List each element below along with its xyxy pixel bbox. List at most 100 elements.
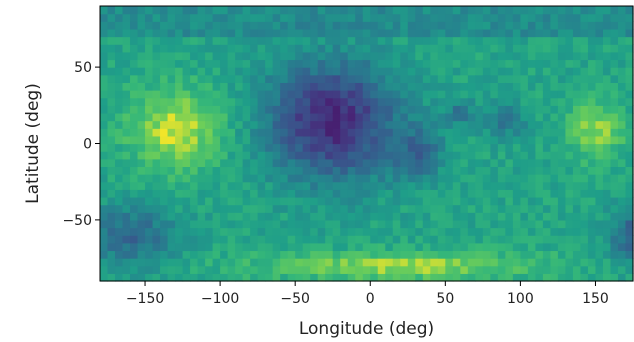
heatmap-cell bbox=[175, 135, 184, 145]
heatmap-cell bbox=[595, 196, 604, 206]
heatmap-cell bbox=[385, 105, 394, 114]
heatmap-cell bbox=[160, 158, 169, 168]
heatmap-cell bbox=[145, 82, 154, 91]
heatmap-cell bbox=[610, 90, 619, 99]
heatmap-cell bbox=[610, 166, 619, 175]
heatmap-cell bbox=[557, 28, 567, 38]
heatmap-cell bbox=[407, 97, 416, 106]
heatmap-cell bbox=[355, 82, 364, 91]
heatmap-cell bbox=[250, 204, 259, 213]
heatmap-cell bbox=[250, 51, 259, 61]
heatmap-cell bbox=[242, 235, 251, 244]
heatmap-cell bbox=[317, 151, 326, 160]
heatmap-cell bbox=[490, 235, 499, 244]
heatmap-cell bbox=[482, 227, 491, 236]
heatmap-cell bbox=[602, 82, 612, 91]
heatmap-cell bbox=[317, 219, 326, 229]
heatmap-cell bbox=[287, 21, 296, 30]
heatmap-cell bbox=[520, 258, 529, 267]
heatmap-cell bbox=[482, 189, 491, 198]
heatmap-cell bbox=[415, 36, 424, 45]
heatmap-cell bbox=[587, 135, 597, 145]
heatmap-cell bbox=[250, 151, 259, 160]
heatmap-cell bbox=[610, 28, 619, 38]
heatmap-cell bbox=[115, 112, 124, 122]
heatmap-cell bbox=[497, 82, 506, 91]
heatmap-cell bbox=[257, 250, 266, 259]
heatmap-cell bbox=[197, 6, 206, 15]
heatmap-cell bbox=[242, 227, 251, 236]
heatmap-cell bbox=[535, 212, 544, 221]
heatmap-cell bbox=[167, 51, 176, 61]
heatmap-cell bbox=[377, 36, 386, 45]
heatmap-cell bbox=[572, 67, 582, 76]
heatmap-cell bbox=[220, 181, 229, 190]
heatmap-cell bbox=[580, 112, 589, 122]
heatmap-cell bbox=[272, 36, 281, 45]
heatmap-cell bbox=[422, 258, 431, 267]
heatmap-cell bbox=[100, 59, 109, 68]
heatmap-cell bbox=[400, 67, 409, 76]
heatmap-cell bbox=[385, 90, 394, 99]
heatmap-cell bbox=[107, 181, 116, 190]
heatmap-cell bbox=[377, 227, 386, 236]
heatmap-cell bbox=[182, 250, 191, 259]
heatmap-cell bbox=[265, 250, 274, 259]
heatmap-cell bbox=[182, 59, 191, 68]
heatmap-cell bbox=[550, 112, 559, 122]
heatmap-cell bbox=[505, 105, 514, 114]
heatmap-cell bbox=[235, 13, 244, 22]
heatmap-cell bbox=[272, 258, 281, 267]
heatmap-cell bbox=[190, 189, 199, 198]
heatmap-cell bbox=[595, 128, 604, 137]
heatmap-cell bbox=[220, 235, 229, 244]
heatmap-cell bbox=[550, 135, 559, 145]
heatmap-cell bbox=[100, 196, 109, 206]
heatmap-cell bbox=[535, 112, 544, 122]
heatmap-cell bbox=[407, 189, 416, 198]
heatmap-cell bbox=[220, 28, 229, 38]
heatmap-cell bbox=[512, 44, 521, 53]
heatmap-cell bbox=[580, 158, 589, 168]
heatmap-cell bbox=[242, 90, 251, 99]
heatmap-cell bbox=[482, 59, 491, 68]
heatmap-cell bbox=[347, 166, 356, 175]
heatmap-cell bbox=[205, 135, 214, 145]
heatmap-cell bbox=[497, 128, 506, 137]
heatmap-cell bbox=[362, 97, 371, 106]
heatmap-cell bbox=[452, 59, 461, 68]
heatmap-cell bbox=[167, 28, 176, 38]
heatmap-cell bbox=[197, 258, 206, 267]
heatmap-cell bbox=[130, 59, 139, 68]
heatmap-cell bbox=[280, 135, 289, 145]
heatmap-cell bbox=[542, 212, 552, 221]
heatmap-cell bbox=[542, 143, 552, 152]
heatmap-cell bbox=[392, 189, 401, 198]
heatmap-cell bbox=[197, 120, 206, 129]
heatmap-cell bbox=[602, 74, 612, 83]
heatmap-cell bbox=[430, 227, 439, 236]
heatmap-cell bbox=[340, 219, 349, 229]
heatmap-cell bbox=[317, 97, 326, 106]
heatmap-cell bbox=[115, 250, 124, 259]
heatmap-cell bbox=[325, 143, 334, 152]
heatmap-cell bbox=[332, 112, 341, 122]
heatmap-cell bbox=[527, 59, 537, 68]
heatmap-cell bbox=[175, 158, 184, 168]
heatmap-cell bbox=[257, 204, 266, 213]
heatmap-cell bbox=[310, 258, 319, 267]
heatmap-cell bbox=[107, 90, 116, 99]
heatmap-cell bbox=[445, 105, 454, 114]
heatmap-cell bbox=[587, 59, 597, 68]
heatmap-cell bbox=[520, 59, 529, 68]
heatmap-cell bbox=[610, 250, 619, 259]
heatmap-cell bbox=[257, 112, 266, 122]
heatmap-cell bbox=[617, 6, 627, 15]
heatmap-cell bbox=[580, 13, 589, 22]
heatmap-cell bbox=[377, 143, 386, 152]
heatmap-cell bbox=[460, 219, 469, 229]
heatmap-cell bbox=[355, 151, 364, 160]
heatmap-cell bbox=[122, 105, 131, 114]
heatmap-cell bbox=[167, 90, 176, 99]
heatmap-cell bbox=[595, 90, 604, 99]
